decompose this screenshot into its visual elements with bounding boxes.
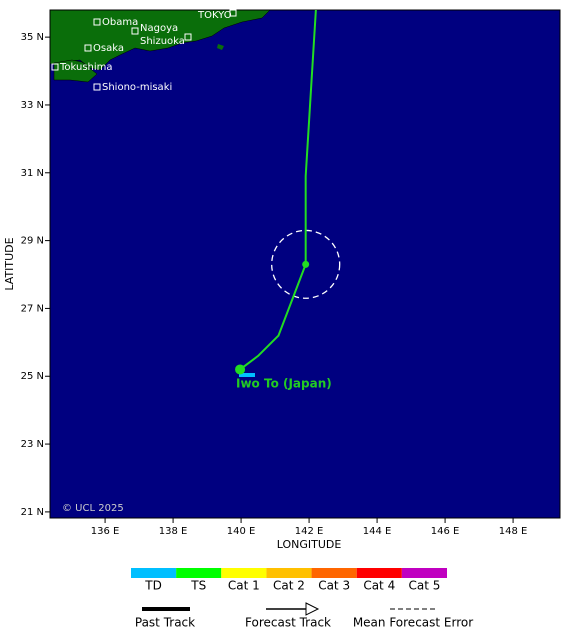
city-marker	[184, 33, 192, 41]
intensity-swatch	[266, 568, 312, 578]
intensity-label: Cat 1	[228, 579, 260, 593]
intensity-swatch	[176, 568, 222, 578]
storm-position	[235, 364, 246, 375]
track-legend-label: Past Track	[135, 616, 195, 630]
storm-track	[239, 9, 317, 371]
copyright: © UCL 2025	[62, 503, 124, 514]
intensity-label: TS	[190, 579, 206, 593]
y-tick-label: 31 N	[21, 168, 44, 179]
intensity-label: Cat 5	[408, 579, 440, 593]
x-tick-label: 140 E	[227, 526, 256, 537]
y-axis-label: LATITUDE	[3, 237, 16, 290]
y-tick-label: 33 N	[21, 100, 44, 111]
track-legend-label: Mean Forecast Error	[353, 616, 473, 630]
map-frame	[49, 9, 561, 519]
x-tick-label: 142 E	[295, 526, 324, 537]
city-label: Obama	[102, 17, 138, 28]
city-label: Shizuoka	[140, 36, 185, 47]
city-marker	[93, 83, 101, 91]
city-marker	[51, 63, 59, 71]
x-tick-label: 148 E	[499, 526, 528, 537]
land	[217, 44, 224, 50]
intensity-label: Cat 3	[318, 579, 350, 593]
intensity-label: Cat 2	[273, 579, 305, 593]
city-marker	[93, 18, 101, 26]
land	[49, 9, 271, 71]
y-tick-label: 29 N	[21, 236, 44, 247]
city-label: Osaka	[93, 43, 124, 54]
intensity-swatch	[221, 568, 267, 578]
intensity-swatch	[401, 568, 447, 578]
city-marker	[229, 9, 237, 17]
y-tick-label: 35 N	[21, 32, 44, 43]
x-axis-label: LONGITUDE	[277, 538, 342, 551]
city-label: Tokushima	[59, 62, 113, 73]
x-tick-label: 144 E	[363, 526, 392, 537]
place-label: Iwo To (Japan)	[236, 377, 332, 391]
city-label: TOKYO	[197, 10, 232, 21]
intensity-swatch	[356, 568, 402, 578]
x-tick-label: 146 E	[431, 526, 460, 537]
land	[53, 59, 98, 83]
city-marker	[84, 44, 92, 52]
track-legend-label: Forecast Track	[245, 616, 331, 630]
x-tick-label: 138 E	[159, 526, 188, 537]
y-tick-label: 23 N	[21, 439, 44, 450]
error-circle	[271, 229, 341, 299]
island	[239, 373, 255, 377]
y-tick-label: 27 N	[21, 303, 44, 314]
arrow-head	[305, 602, 320, 616]
intensity-label: Cat 4	[363, 579, 395, 593]
x-tick-label: 136 E	[91, 526, 120, 537]
city-label: Shiono-misaki	[102, 82, 172, 93]
intensity-swatch	[311, 568, 357, 578]
city-label: Nagoya	[140, 23, 178, 34]
storm-position	[302, 260, 310, 268]
y-tick-label: 25 N	[21, 371, 44, 382]
intensity-label: TD	[144, 579, 162, 593]
city-marker	[131, 27, 139, 35]
y-tick-label: 21 N	[21, 507, 44, 518]
intensity-swatch	[131, 568, 177, 578]
